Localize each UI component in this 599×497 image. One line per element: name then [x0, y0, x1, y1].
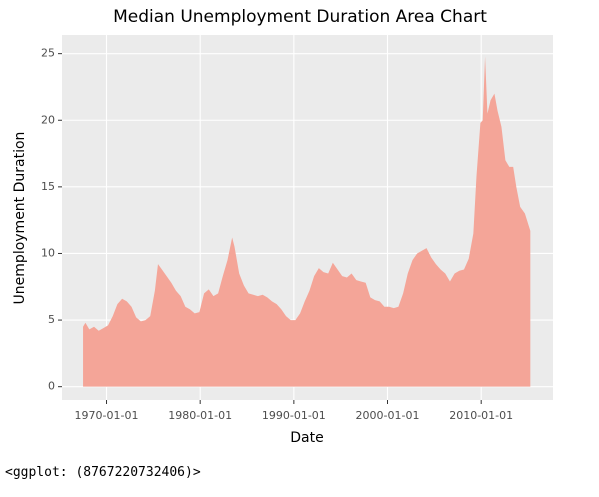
x-axis-label: Date [290, 430, 323, 446]
x-tick-label: 1970-01-01 [75, 409, 139, 422]
x-tick-label: 1980-01-01 [168, 409, 232, 422]
y-tick-label: 0 [48, 380, 55, 393]
x-tick-label: 2010-01-01 [449, 409, 513, 422]
y-axis-label: Unemployment Duration [12, 132, 28, 305]
y-tick-label: 25 [41, 47, 55, 60]
chart: Median Unemployment Duration Area Chart … [12, 7, 553, 446]
area [83, 56, 531, 387]
y-tick-label: 5 [48, 313, 55, 326]
output-text: <ggplot: (8767220732406)> [5, 465, 201, 480]
y-tick-label: 10 [41, 246, 55, 259]
x-tick-label: 1990-01-01 [262, 409, 326, 422]
x-tick-label: 2000-01-01 [356, 409, 420, 422]
chart-title: Median Unemployment Duration Area Chart [113, 7, 487, 27]
y-tick-label: 15 [41, 180, 55, 193]
y-tick-label: 20 [41, 113, 55, 126]
